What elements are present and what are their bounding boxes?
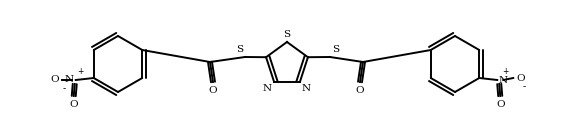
Text: S: S (332, 45, 339, 54)
Text: S: S (284, 30, 291, 39)
Text: N: N (263, 84, 272, 93)
Text: O: O (50, 76, 59, 84)
Text: N: N (499, 76, 507, 84)
Text: -: - (522, 82, 525, 91)
Text: +: + (503, 67, 509, 76)
Text: O: O (209, 86, 217, 95)
Text: -: - (63, 84, 66, 93)
Text: N: N (302, 84, 311, 93)
Text: O: O (356, 86, 364, 95)
Text: N: N (65, 76, 74, 84)
Text: +: + (77, 67, 83, 76)
Text: O: O (69, 100, 78, 109)
Text: O: O (516, 74, 525, 82)
Text: S: S (236, 45, 243, 54)
Text: O: O (496, 100, 505, 109)
